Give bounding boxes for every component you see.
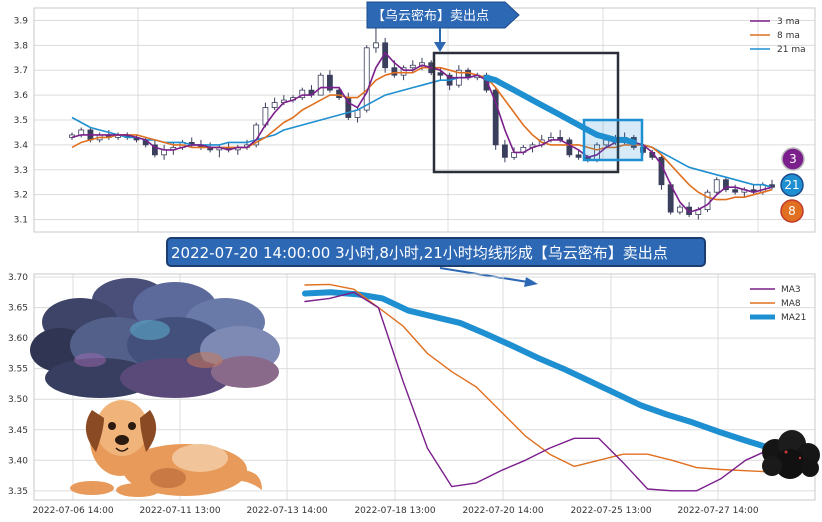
bottom-y-axis-ticks: 3.35 3.40 3.45 3.50 3.55 3.60 3.65 3.70: [8, 273, 28, 497]
top-y-tick-label: 3.7: [14, 66, 28, 76]
candle-body: [437, 72, 444, 76]
bottom-y-tick-label: 3.45: [8, 426, 28, 436]
candle-body: [336, 89, 343, 98]
bottom-x-tick-label: 2022-07-25 13:00: [570, 506, 651, 516]
top-line-3ma: [71, 52, 773, 213]
top-y-tick-label: 3.1: [14, 216, 28, 226]
candle-body: [575, 154, 582, 158]
bottom-legend: MA3 MA8 MA21: [750, 285, 806, 323]
top-y-tick-label: 3.4: [14, 141, 29, 151]
crossover-highlight-box: [582, 118, 644, 162]
legend-label-MA8: MA8: [781, 299, 801, 309]
bottom-y-tick-label: 3.60: [8, 334, 28, 344]
top-grid: [34, 8, 815, 232]
top-y-tick-label: 3.8: [14, 41, 29, 51]
ma-badges: 3 21 8: [780, 147, 805, 223]
top-y-tick-label: 3.6: [14, 91, 29, 101]
candle-body: [363, 47, 370, 111]
top-annotation: 【乌云密布】卖出点: [366, 1, 520, 52]
middle-annotation-pointer: [439, 267, 529, 283]
bottom-y-tick-label: 3.35: [8, 487, 28, 497]
candle-body: [492, 89, 499, 146]
dark-cloud-region-box: [432, 51, 620, 174]
legend-label-MA21: MA21: [781, 313, 806, 323]
badge-3-circle: [781, 147, 805, 171]
top-line-8ma: [71, 66, 773, 201]
candle-body: [723, 179, 729, 191]
bottom-x-tick-label: 2022-07-13 14:00: [246, 506, 327, 516]
candle-body: [732, 189, 739, 193]
candle-body: [317, 74, 324, 96]
candle-body: [501, 144, 508, 158]
top-y-tick-label: 3.5: [14, 116, 28, 126]
top-y-tick-label: 3.9: [14, 16, 29, 26]
bottom-y-tick-label: 3.65: [8, 304, 28, 314]
top-annotation-arrowhead: [434, 42, 446, 52]
badge-3-label: 3: [789, 152, 797, 166]
badge-21-label: 21: [784, 178, 799, 192]
bottom-x-tick-label: 2022-07-11 13:00: [139, 506, 220, 516]
bottom-y-tick-label: 3.70: [8, 273, 28, 283]
bottom-y-tick-label: 3.50: [8, 395, 28, 405]
top-y-tick-label: 3.3: [14, 166, 28, 176]
bottom-x-axis-ticks: 2022-07-06 14:00 2022-07-11 13:00 2022-07-…: [32, 506, 758, 516]
bottom-line-MA8: [304, 283, 771, 473]
top-annotation-label: 【乌云密布】卖出点: [372, 8, 489, 24]
bottom-plot-frame: [33, 273, 816, 501]
bottom-y-tick-label: 3.40: [8, 456, 28, 466]
candle-body: [566, 139, 573, 156]
middle-annotation: 2022-07-20 14:00:00 3小时,8小时,21小时均线形成【乌云密…: [166, 237, 706, 287]
storm-cloud-illustration: [30, 278, 280, 398]
top-line-21ma-emphasis: [483, 74, 637, 146]
legend-label-8ma: 8 ma: [777, 31, 800, 41]
candle-body: [299, 89, 306, 98]
top-ma-lines: [71, 52, 773, 213]
legend-label-3ma: 3 ma: [777, 17, 800, 27]
badge-8-circle: [780, 199, 804, 223]
legend-label-MA3: MA3: [781, 285, 801, 295]
top-y-tick-label: 3.2: [14, 191, 28, 201]
candle-body: [326, 74, 333, 91]
bottom-x-tick-label: 2022-07-27 14:00: [677, 506, 758, 516]
candle-body: [373, 42, 379, 49]
bottom-x-tick-label: 2022-07-20 14:00: [462, 506, 543, 516]
bottom-ma-lines: [302, 283, 773, 492]
badge-8-label: 8: [788, 204, 796, 218]
bottom-x-tick-label: 2022-07-18 13:00: [354, 506, 435, 516]
candle-body: [713, 179, 720, 193]
dark-cloud-icon: [762, 430, 820, 479]
candle-body: [391, 67, 398, 76]
top-y-axis-ticks: 3.1 3.2 3.3 3.4 3.5 3.6 3.7 3.8 3.9: [14, 16, 29, 225]
top-annotation-arrow-box: [366, 1, 520, 29]
candle-body: [151, 144, 158, 156]
bottom-line-MA21: [302, 289, 773, 452]
candle-body: [271, 102, 278, 108]
middle-annotation-label: 2022-07-20 14:00:00 3小时,8小时,21小时均线形成【乌云密…: [171, 244, 668, 262]
legend-label-21ma: 21 ma: [777, 45, 806, 55]
bottom-line-MA3: [304, 291, 771, 492]
candlestick-panel: 3.1 3.2 3.3 3.4 3.5 3.6 3.7 3.8 3.9 3 ma 8 ma 21…: [14, 1, 816, 233]
bottom-y-tick-label: 3.55: [8, 365, 28, 375]
badge-21-circle: [780, 173, 804, 197]
candle-body: [676, 206, 683, 213]
top-legend: 3 ma 8 ma 21 ma: [750, 17, 806, 55]
candle-body: [704, 191, 711, 211]
middle-annotation-box: [166, 237, 706, 267]
bottom-x-tick-label: 2022-07-06 14:00: [32, 506, 113, 516]
ma-line-panel: 3.35 3.40 3.45 3.50 3.55 3.60 3.65 3.70 2022-07…: [8, 273, 820, 516]
candle-body: [400, 67, 407, 76]
candle-body: [409, 64, 416, 69]
middle-annotation-arrowhead: [524, 277, 538, 287]
dog-illustration: [70, 400, 262, 497]
